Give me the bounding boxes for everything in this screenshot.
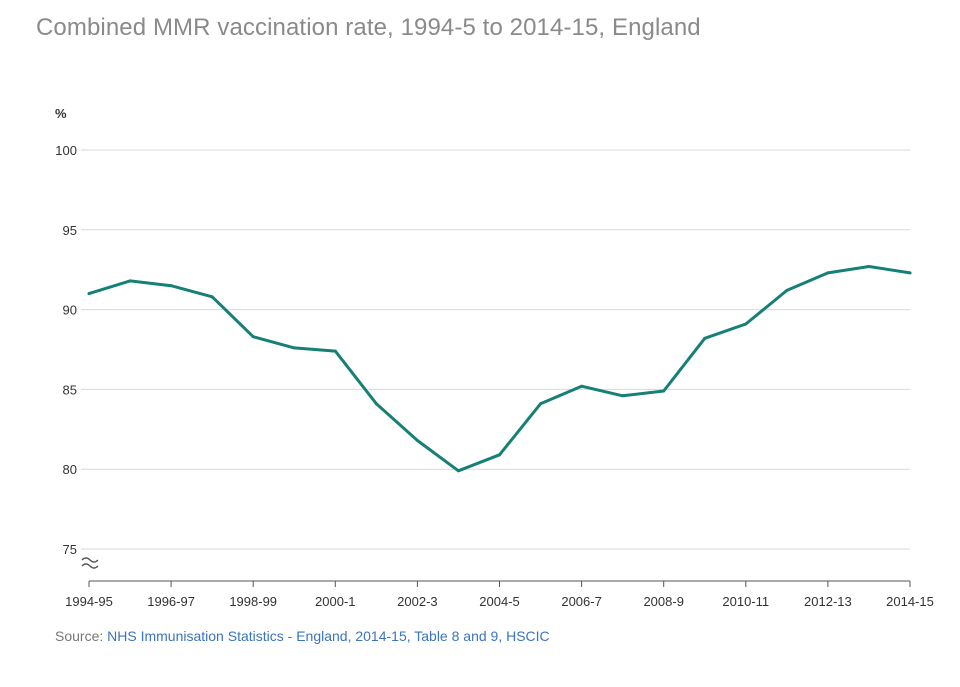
y-tick-label: 100 [55, 143, 77, 158]
x-tick-label: 1996-97 [147, 594, 195, 609]
data-point [539, 402, 543, 406]
data-point [908, 271, 912, 275]
data-point [744, 322, 748, 326]
data-point [621, 394, 625, 398]
data-point [251, 335, 255, 339]
data-point [662, 389, 666, 393]
data-point [415, 438, 419, 442]
gridlines [81, 149, 910, 550]
y-tick-label: 80 [63, 462, 77, 477]
source-note: Source: NHS Immunisation Statistics - En… [55, 628, 550, 644]
x-tick-label: 1998-99 [229, 594, 277, 609]
x-tick-label: 2014-15 [886, 594, 934, 609]
x-tick-label: 2000-1 [315, 594, 355, 609]
data-point [826, 271, 830, 275]
x-tick-label: 2008-9 [643, 594, 683, 609]
chart-title: Combined MMR vaccination rate, 1994-5 to… [36, 14, 701, 41]
y-tick-label: 85 [63, 382, 77, 397]
data-point [374, 402, 378, 406]
x-tick-label: 2010-11 [722, 594, 769, 609]
source-prefix: Source: [55, 628, 108, 644]
line-chart: 75 80 85 90 95 100 % 1994-95 1996-97 1998-99 200… [55, 106, 934, 609]
data-point [785, 288, 789, 292]
y-tick-label: 95 [63, 223, 77, 238]
axis-break-icon [81, 557, 99, 569]
x-tick-label: 2002-3 [397, 594, 437, 609]
data-point [128, 279, 132, 283]
data-point [456, 469, 460, 473]
x-tick-labels: 1994-95 1996-97 1998-99 2000-1 2002-3 2004-5 2… [65, 594, 934, 609]
x-tick-label: 2012-13 [804, 594, 852, 609]
y-tick-labels: 75 80 85 90 95 100 [55, 143, 77, 557]
data-point [580, 384, 584, 388]
data-point [87, 292, 91, 296]
y-axis-label: % [55, 106, 67, 121]
x-tick-label: 1994-95 [65, 594, 113, 609]
y-tick-label: 90 [63, 303, 77, 318]
data-point [867, 265, 871, 269]
series-group [87, 265, 912, 473]
data-point [498, 453, 501, 457]
x-axis [88, 580, 911, 587]
data-point [703, 336, 707, 340]
data-point [210, 295, 214, 299]
data-point [333, 349, 337, 353]
source-link[interactable]: NHS Immunisation Statistics - England, 2… [107, 628, 550, 644]
x-tick-label: 2004-5 [479, 594, 519, 609]
y-tick-label: 75 [63, 542, 77, 557]
data-point [292, 346, 296, 350]
x-tick-label: 2006-7 [561, 594, 601, 609]
data-point [169, 284, 173, 288]
